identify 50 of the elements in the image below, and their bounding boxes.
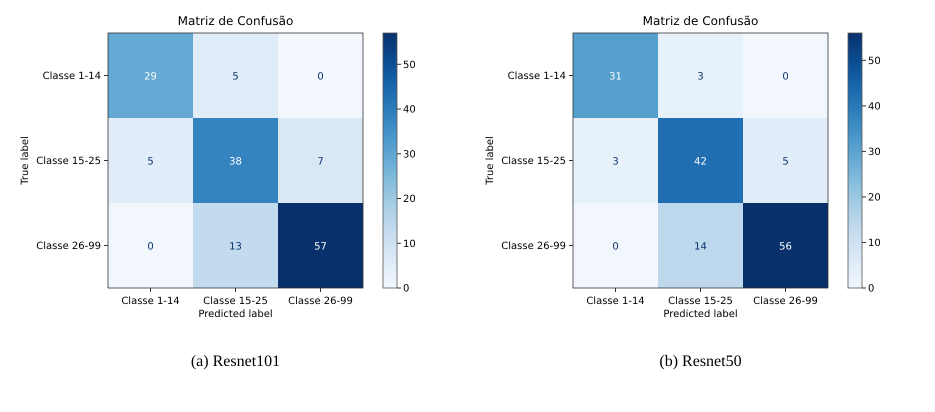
data-label: 0 [317, 72, 324, 82]
data-label: 42 [694, 156, 707, 168]
x-tick-label: Classe 26-99 [288, 296, 353, 307]
color-bar-label: 0 [868, 284, 874, 294]
data-label: 7 [317, 156, 324, 168]
x-axis-title: Predicted label [663, 309, 738, 320]
y-axis-title: True label [20, 136, 31, 186]
data-label: 5 [232, 72, 239, 82]
color-bar-label: 10 [403, 238, 416, 250]
data-label: 29 [144, 72, 157, 82]
y-tick-label: Classe 15-25 [36, 156, 101, 167]
data-label: 57 [314, 242, 327, 252]
color-bar-label: 20 [403, 194, 416, 206]
color-bar-label: 20 [868, 192, 881, 204]
x-tick-label: Classe 1-14 [121, 296, 180, 307]
text: (a) Resnet101 [190, 353, 280, 370]
data-label: 0 [782, 72, 789, 82]
color-bar-label: 30 [403, 149, 416, 160]
chart-title: Matriz de Confusão [642, 14, 758, 28]
color-bar-label: 30 [868, 146, 881, 158]
data-label: 38 [229, 156, 242, 168]
color-bar-label: 10 [868, 238, 881, 249]
data-label: 31 [609, 72, 622, 82]
color-bar-label: 0 [403, 284, 410, 294]
x-tick-label: Classe 1-14 [586, 296, 645, 307]
color-bar-label: 50 [868, 56, 881, 67]
data-label: 13 [229, 242, 242, 252]
y-tick-label: Classe 1-14 [508, 71, 566, 82]
data-label: 0 [147, 242, 154, 252]
text: (b) Resnet50 [659, 353, 742, 370]
y-tick-label: Classe 26-99 [501, 241, 566, 252]
color-bar-label: 40 [868, 101, 881, 112]
data-label: 3 [697, 72, 704, 82]
data-label: 56 [779, 242, 792, 252]
x-axis-title: Predicted label [198, 309, 273, 320]
y-axis-title: True label [485, 136, 496, 186]
x-tick-label: Classe 15-25 [668, 296, 733, 307]
color-bar-label: 50 [403, 60, 416, 71]
data-label: 5 [147, 156, 154, 168]
y-tick-label: Classe 15-25 [501, 156, 566, 167]
y-tick-label: Classe 1-14 [42, 71, 101, 82]
chart-title: Matriz de Confusão [178, 14, 294, 28]
data-label: 3 [612, 156, 619, 168]
x-tick-label: Classe 15-25 [203, 296, 268, 307]
x-tick-label: Classe 26-99 [753, 296, 818, 307]
color-bar-label: 40 [403, 104, 416, 116]
data-label: 14 [694, 242, 707, 252]
data-label: 0 [612, 242, 619, 252]
y-tick-label: Classe 26-99 [36, 241, 101, 252]
data-label: 5 [782, 156, 789, 168]
